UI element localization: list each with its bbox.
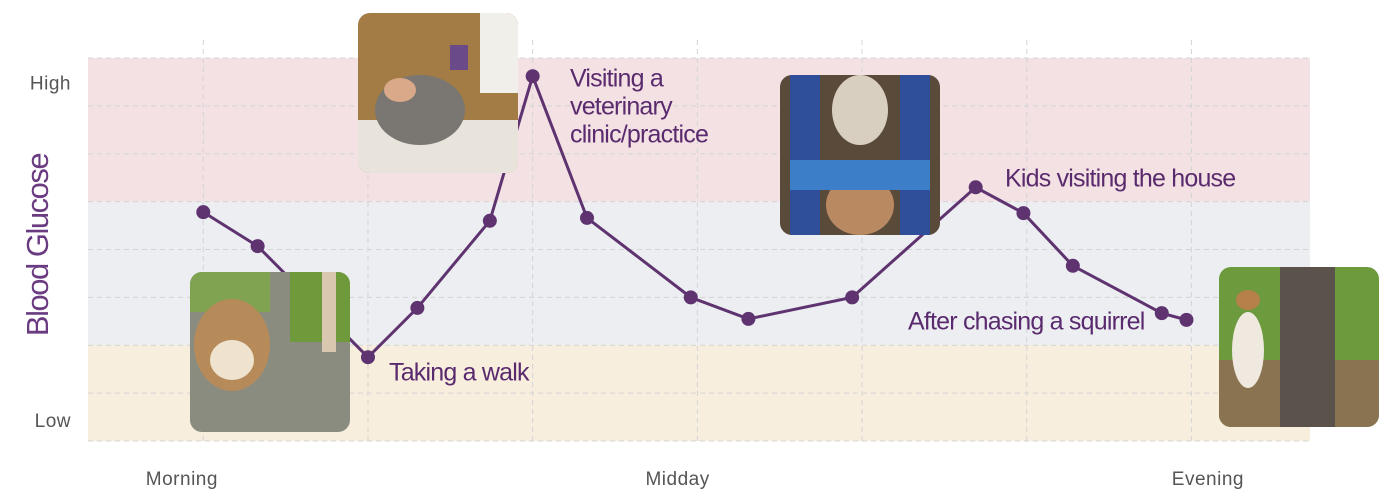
data-point (361, 350, 375, 364)
photo-squirrel (1219, 267, 1379, 427)
data-point (684, 290, 698, 304)
data-point (1066, 259, 1080, 273)
data-point (845, 290, 859, 304)
x-tick-label: Morning (146, 469, 218, 489)
annotation: Visiting a (570, 65, 664, 93)
data-point (1155, 306, 1169, 320)
photo-dog-walk (190, 272, 350, 432)
annotation: clinic/practice (570, 121, 708, 149)
data-point (483, 214, 497, 228)
x-tick-label: Midday (645, 469, 709, 489)
annotation: Taking a walk (389, 359, 530, 387)
data-point (196, 205, 210, 219)
chart: Blood Glucose High Low Morning Midday Evenin… (0, 0, 1384, 489)
y-axis-title: Blood Glucose (20, 154, 55, 336)
annotation: veterinary (570, 93, 673, 121)
data-point (741, 312, 755, 326)
data-point (251, 239, 265, 253)
y-tick-label: High (30, 73, 71, 94)
annotation: Kids visiting the house (1005, 165, 1235, 193)
photo-kids (780, 75, 940, 235)
data-point (580, 211, 594, 225)
annotation: After chasing a squirrel (908, 308, 1144, 336)
data-point (969, 180, 983, 194)
data-point (1016, 206, 1030, 220)
photo-vet (358, 13, 518, 173)
y-tick-label: Low (35, 411, 71, 432)
data-point (410, 301, 424, 315)
data-point (526, 69, 540, 83)
data-point (1179, 313, 1193, 327)
x-tick-label: Evening (1172, 469, 1244, 489)
